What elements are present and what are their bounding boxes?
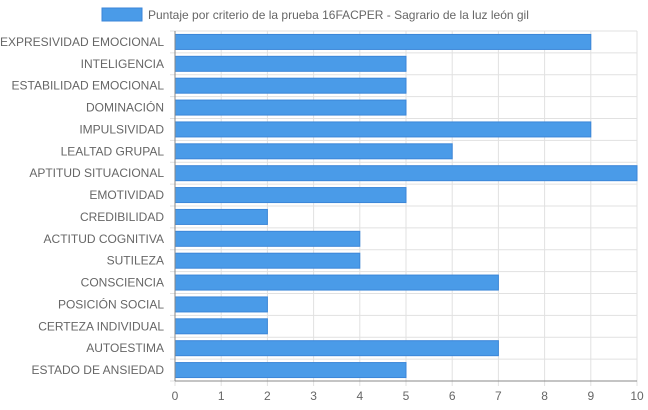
- category-label: POSICIÓN SOCIAL: [58, 296, 164, 311]
- bars: [174, 33, 638, 379]
- bar[interactable]: [174, 77, 407, 94]
- category-label: SUTILEZA: [107, 254, 164, 268]
- category-labels: EXPRESIVIDAD EMOCIONAL INTELIGENCIA ESTABI…: [0, 35, 164, 377]
- x-tick-label: 8: [541, 389, 548, 403]
- category-label: ACTITUD COGNITIVA: [44, 232, 164, 246]
- x-tick-label: 4: [356, 389, 363, 403]
- x-tick-label: 0: [172, 389, 179, 403]
- legend-swatch[interactable]: [101, 7, 143, 22]
- x-tick-label: 5: [403, 389, 410, 403]
- bar[interactable]: [174, 230, 361, 247]
- axes: [174, 31, 637, 382]
- category-label: CREDIBILIDAD: [80, 210, 164, 224]
- bar[interactable]: [174, 274, 499, 291]
- bar[interactable]: [174, 340, 499, 357]
- category-label: DOMINACIÓN: [86, 100, 164, 115]
- category-label: EMOTIVIDAD: [89, 188, 164, 202]
- bar[interactable]: [174, 252, 361, 269]
- category-label: ESTADO DE ANSIEDAD: [32, 363, 165, 377]
- x-tick-label: 9: [587, 389, 594, 403]
- bar[interactable]: [174, 187, 407, 204]
- x-tick-label: 3: [310, 389, 317, 403]
- x-tick-label: 1: [218, 389, 225, 403]
- bar[interactable]: [174, 296, 268, 313]
- bar[interactable]: [174, 143, 453, 160]
- category-label: APTITUD SITUACIONAL: [29, 166, 164, 180]
- bar[interactable]: [174, 121, 592, 138]
- category-label: INTELIGENCIA: [81, 57, 164, 71]
- category-label: LEALTAD GRUPAL: [61, 144, 165, 158]
- x-tick-label: 10: [630, 389, 644, 403]
- x-tick-label: 7: [495, 389, 502, 403]
- category-label: EXPRESIVIDAD EMOCIONAL: [0, 35, 164, 49]
- x-tick-labels: 0 1 2 3 4 5 6 7 8 9 10: [172, 389, 644, 403]
- bar[interactable]: [174, 318, 268, 335]
- bar[interactable]: [174, 362, 407, 379]
- category-label: CERTEZA INDIVIDUAL: [38, 319, 164, 333]
- x-tick-label: 2: [264, 389, 271, 403]
- x-tick-label: 6: [449, 389, 456, 403]
- bar[interactable]: [174, 165, 638, 182]
- category-label: AUTOESTIMA: [86, 341, 164, 355]
- category-label: IMPULSIVIDAD: [79, 122, 164, 136]
- legend-label[interactable]: Puntaje por criterio de la prueba 16FACP…: [148, 8, 529, 22]
- legend[interactable]: Puntaje por criterio de la prueba 16FACP…: [101, 7, 529, 22]
- category-label: ESTABILIDAD EMOCIONAL: [12, 79, 165, 93]
- bar[interactable]: [174, 55, 407, 72]
- category-label: CONSCIENCIA: [81, 276, 164, 290]
- bar[interactable]: [174, 99, 407, 116]
- bar[interactable]: [174, 33, 592, 50]
- bar[interactable]: [174, 208, 268, 225]
